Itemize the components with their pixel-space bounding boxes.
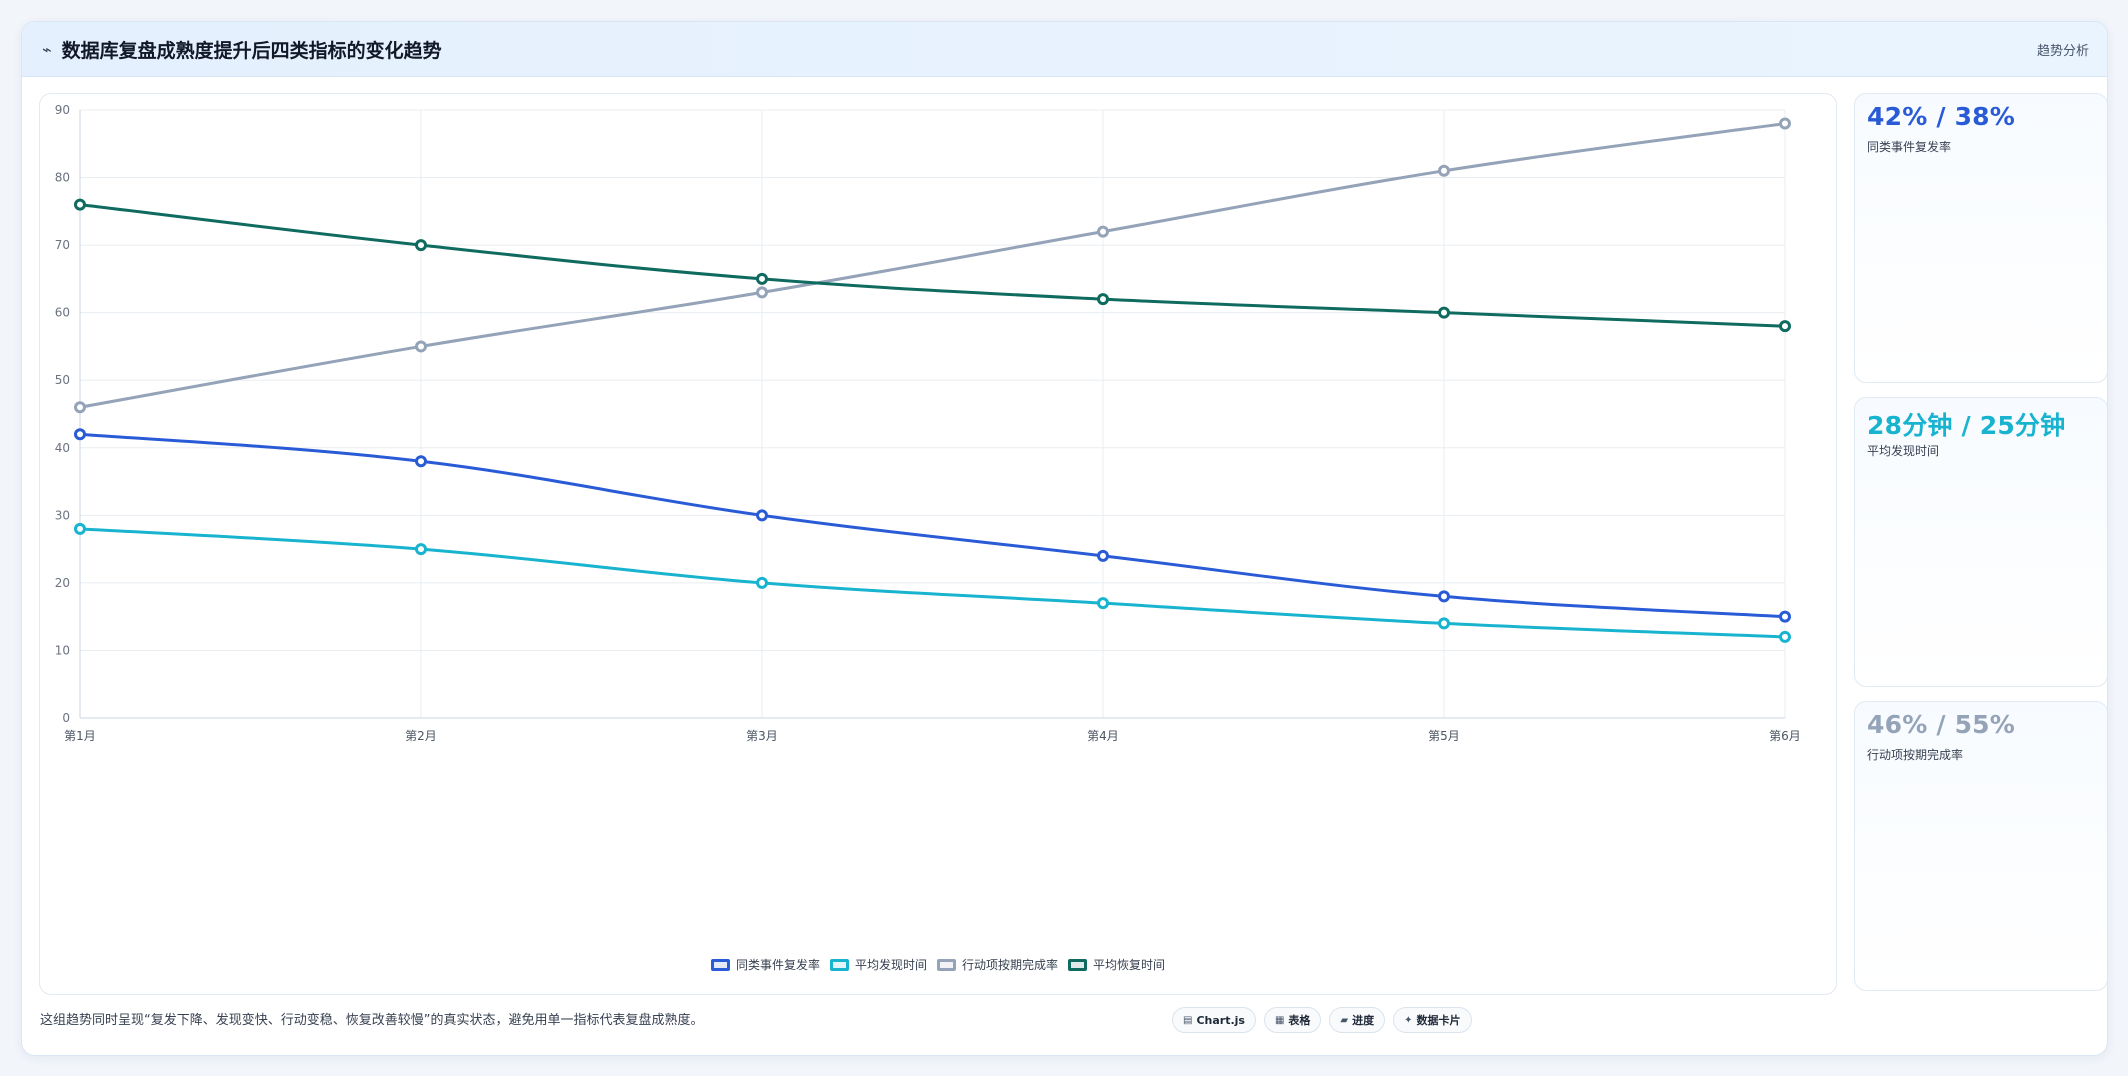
series-recovery-time-point bbox=[756, 272, 768, 285]
series-recurrence-rate-point bbox=[1779, 610, 1791, 623]
y-tick-label: 60 bbox=[55, 306, 70, 320]
card-header: ⌁ 数据库复盘成熟度提升后四类指标的变化趋势 趋势分析 bbox=[22, 22, 2107, 77]
series-detection-time-point bbox=[1438, 617, 1450, 630]
legend-swatch bbox=[937, 958, 956, 971]
y-tick-label: 50 bbox=[55, 373, 70, 387]
legend-item[interactable]: 平均发现时间 bbox=[829, 956, 927, 973]
legend-swatch bbox=[829, 958, 849, 971]
chart-icon: ▤ bbox=[1183, 1014, 1193, 1026]
series-detection-time-point bbox=[1779, 630, 1791, 643]
series-action-completion-point bbox=[415, 340, 427, 353]
series-recurrence-rate-point bbox=[74, 428, 86, 441]
y-tick-label: 40 bbox=[55, 441, 70, 455]
series-action-completion-point bbox=[1097, 225, 1109, 238]
legend-label: 平均恢复时间 bbox=[1093, 958, 1166, 972]
series-detection-time-line bbox=[78, 527, 1787, 639]
table-icon: ▦ bbox=[1274, 1014, 1285, 1026]
series-detection-time-point bbox=[1097, 597, 1109, 610]
series-action-completion-point bbox=[1779, 117, 1791, 130]
legend-swatch bbox=[1068, 958, 1088, 971]
pill-data-card[interactable]: ✦ 数据卡片 bbox=[1393, 1007, 1472, 1033]
title-wrap: ⌁ 数据库复盘成熟度提升后四类指标的变化趋势 bbox=[42, 22, 442, 76]
series-detection-time-point bbox=[74, 522, 86, 535]
y-tick-label: 30 bbox=[55, 508, 70, 522]
x-tick-label: 第1月 bbox=[64, 729, 96, 743]
series-recurrence-rate-point bbox=[1097, 549, 1109, 562]
series-recurrence-rate-line bbox=[78, 432, 1787, 619]
kpi-value: 28分钟 / 25分钟 bbox=[1867, 411, 2066, 440]
y-tick-label: 20 bbox=[55, 576, 70, 590]
line-chart: 0 10 20 30 40 50 60 70 80 90 第1月 第2月 第3月 第4月 第5月 第6月 bbox=[55, 103, 1801, 743]
report-card: ⌁ 数据库复盘成熟度提升后四类指标的变化趋势 趋势分析 0 10 20 30 40 50 6… bbox=[21, 21, 2108, 1056]
footer-note: 这组趋势同时呈现“复发下降、发现变快、行动变稳、恢复改善较慢”的真实状态，避免用… bbox=[40, 1013, 704, 1028]
legend-swatch bbox=[710, 958, 730, 971]
kpi-card-recurrence: 42% / 38% 同类事件复发率 bbox=[1854, 93, 2107, 383]
series-action-completion-point bbox=[1438, 164, 1450, 177]
series-detection-time-point bbox=[415, 543, 427, 556]
pill-label: 数据卡片 bbox=[1416, 1014, 1461, 1027]
y-tick-label: 10 bbox=[55, 643, 70, 657]
kpi-value: 42% / 38% bbox=[1867, 102, 2016, 131]
pill-table[interactable]: ▦ 表格 bbox=[1263, 1007, 1322, 1033]
y-tick-label: 70 bbox=[55, 238, 70, 252]
y-tick-label: 90 bbox=[55, 103, 70, 117]
kpi-card-action-completion: 46% / 55% 行动项按期完成率 bbox=[1854, 701, 2107, 991]
chart-legend: 同类事件复发率 平均发现时间 行动项按期完成率 平均恢复时间 bbox=[40, 956, 1836, 973]
legend-label: 同类事件复发率 bbox=[735, 958, 820, 972]
line-chart-panel: 0 10 20 30 40 50 60 70 80 90 第1月 第2月 第3月 第4月 第5月 第6月 同类… bbox=[39, 93, 1837, 995]
pill-label: 表格 bbox=[1288, 1014, 1311, 1027]
series-recurrence-rate-point bbox=[756, 509, 768, 522]
legend-label: 行动项按期完成率 bbox=[962, 958, 1059, 972]
series-action-completion-line bbox=[78, 122, 1787, 409]
y-tick-label: 0 bbox=[62, 711, 70, 725]
kpi-label: 行动项按期完成率 bbox=[1867, 748, 1964, 762]
data-card-icon: ✦ bbox=[1404, 1014, 1413, 1026]
tech-pill-row: ▤ Chart.js ▦ 表格 ▰ 进度 ✦ 数据卡片 bbox=[1172, 1007, 1472, 1033]
series-recurrence-rate-point bbox=[1438, 590, 1450, 603]
series-recovery-time-point bbox=[1779, 320, 1791, 333]
pill-label: 进度 bbox=[1352, 1014, 1375, 1027]
header-tag: 趋势分析 bbox=[2036, 43, 2089, 59]
progress-icon: ▰ bbox=[1340, 1014, 1349, 1026]
series-action-completion-point bbox=[74, 401, 86, 414]
x-tick-label: 第3月 bbox=[746, 729, 778, 743]
pill-label: Chart.js bbox=[1196, 1013, 1245, 1027]
series-recovery-time-point bbox=[415, 239, 427, 252]
kpi-label: 平均发现时间 bbox=[1867, 444, 1940, 458]
page-title: 数据库复盘成熟度提升后四类指标的变化趋势 bbox=[61, 39, 442, 62]
series-recovery-time-point bbox=[74, 198, 86, 211]
series-recurrence-rate-point bbox=[415, 455, 427, 468]
kpi-card-detection-time: 28分钟 / 25分钟 平均发现时间 bbox=[1854, 397, 2107, 687]
x-tick-label: 第5月 bbox=[1428, 729, 1460, 743]
series-detection-time-point bbox=[756, 576, 768, 589]
x-tick-label: 第2月 bbox=[405, 729, 437, 743]
x-tick-label: 第4月 bbox=[1087, 729, 1119, 743]
x-tick-label: 第6月 bbox=[1769, 729, 1801, 743]
series-recovery-time-point bbox=[1097, 293, 1109, 306]
trend-icon: ⌁ bbox=[42, 39, 52, 59]
legend-item[interactable]: 同类事件复发率 bbox=[710, 956, 820, 973]
pill-progress[interactable]: ▰ 进度 bbox=[1329, 1007, 1386, 1033]
y-tick-label: 80 bbox=[55, 171, 70, 185]
legend-item[interactable]: 平均恢复时间 bbox=[1068, 956, 1165, 973]
series-recovery-time-point bbox=[1438, 306, 1450, 319]
kpi-label: 同类事件复发率 bbox=[1867, 140, 1952, 154]
legend-label: 平均发现时间 bbox=[854, 958, 927, 972]
series-recovery-time-line bbox=[78, 203, 1787, 328]
kpi-value: 46% / 55% bbox=[1867, 710, 2016, 739]
pill-chartjs[interactable]: ▤ Chart.js bbox=[1172, 1007, 1256, 1033]
series-action-completion-point bbox=[756, 286, 768, 299]
legend-item[interactable]: 行动项按期完成率 bbox=[937, 956, 1058, 973]
